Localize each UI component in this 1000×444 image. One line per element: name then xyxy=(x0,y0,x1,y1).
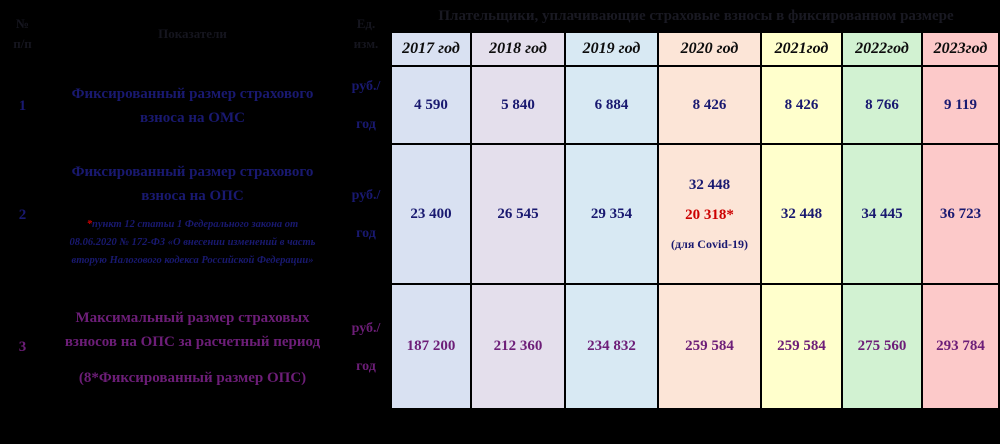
unit-year: год xyxy=(356,226,376,241)
value-cell-oms-2018: 5 840 xyxy=(472,67,566,145)
value-text: 187 200 xyxy=(406,338,456,354)
year-header-2018: 2018 год xyxy=(472,33,566,67)
year-label: 2017 год xyxy=(402,40,460,57)
value-text-covid-note: (для Covid-19) xyxy=(671,236,748,251)
value-cell-oms-2020: 8 426 xyxy=(659,67,762,145)
value-text: 9 119 xyxy=(944,96,977,113)
value-text: 23 400 xyxy=(410,205,452,222)
year-header-2019: 2019 год xyxy=(566,33,659,67)
year-header-2020: 2020 год xyxy=(659,33,762,67)
value-text: 4 590 xyxy=(414,96,448,113)
column-header-unit: Ед. изм. xyxy=(340,0,392,67)
row-label-subtext: (8*Фиксированный размер ОПС) xyxy=(78,369,307,386)
value-cell-ops-2018: 26 545 xyxy=(472,145,566,285)
value-text: 32 448 xyxy=(780,205,823,222)
row-3-label: Максимальный размер страховых взносов на… xyxy=(45,285,340,410)
value-cell-max-2019: 234 832 xyxy=(566,285,659,410)
value-text: 6 884 xyxy=(594,96,629,113)
value-text: 5 840 xyxy=(501,96,535,113)
year-header-2022: 2022год xyxy=(843,33,923,67)
row-number-text: 3 xyxy=(18,339,27,355)
row-number-text: 1 xyxy=(18,97,27,114)
unit-year: год xyxy=(356,117,376,132)
unit-rub: руб./ xyxy=(351,79,381,94)
row-3-unit: руб./ год xyxy=(340,285,392,410)
year-label: 2018 год xyxy=(489,40,547,57)
value-text: 234 832 xyxy=(587,338,636,354)
value-text: 29 354 xyxy=(590,205,633,222)
bottom-filler xyxy=(0,410,1000,444)
value-cell-ops-2023: 36 723 xyxy=(923,145,1000,285)
year-header-2021: 2021год xyxy=(762,33,843,67)
column-header-number-top: № xyxy=(15,16,30,31)
footnote-text: пункт 12 статьи 1 Федерального закона от… xyxy=(69,219,316,266)
value-cell-ops-2022: 34 445 xyxy=(843,145,923,285)
value-text: 36 723 xyxy=(939,205,982,222)
value-cell-max-2017: 187 200 xyxy=(392,285,472,410)
value-text: 212 360 xyxy=(493,338,543,354)
value-text-reduced: 20 318* xyxy=(685,206,734,223)
table-title: Плательщики, уплачивающие страховые взно… xyxy=(392,0,1000,33)
value-cell-ops-2021: 32 448 xyxy=(762,145,843,285)
year-label: 2019 год xyxy=(582,40,641,57)
footnote-asterisk: * xyxy=(86,219,93,231)
row-2-unit: руб./ год xyxy=(340,145,392,285)
value-cell-max-2020: 259 584 xyxy=(659,285,762,410)
value-text: 34 445 xyxy=(861,205,903,222)
value-cell-oms-2021: 8 426 xyxy=(762,67,843,145)
unit-year: год xyxy=(356,358,376,374)
value-cell-oms-2017: 4 590 xyxy=(392,67,472,145)
unit-rub: руб./ xyxy=(351,320,381,336)
value-text: 293 784 xyxy=(936,338,985,354)
column-header-indicators: Показатели xyxy=(45,0,340,67)
value-cell-oms-2023: 9 119 xyxy=(923,67,1000,145)
row-2-number: 2 xyxy=(0,145,45,285)
column-header-indicators-label: Показатели xyxy=(158,25,227,41)
row-2-label: Фиксированный размер страхового взноса н… xyxy=(45,145,340,285)
value-cell-oms-2022: 8 766 xyxy=(843,67,923,145)
row-label-text: Фиксированный размер страхового взноса н… xyxy=(71,86,314,126)
value-cell-ops-2019: 29 354 xyxy=(566,145,659,285)
value-text: 275 560 xyxy=(857,338,907,354)
value-cell-max-2022: 275 560 xyxy=(843,285,923,410)
year-label: 2020 год xyxy=(680,40,739,57)
value-cell-ops-2017: 23 400 xyxy=(392,145,472,285)
value-cell-max-2023: 293 784 xyxy=(923,285,1000,410)
value-text-regular: 32 448 xyxy=(688,176,731,193)
value-cell-ops-2020-covid: 32 448 20 318* (для Covid-19) xyxy=(659,145,762,285)
year-header-2023: 2023год xyxy=(923,33,1000,67)
table-title-text: Плательщики, уплачивающие страховые взно… xyxy=(438,8,954,24)
row-1-number: 1 xyxy=(0,67,45,145)
row-label-text: Максимальный размер страховых взносов на… xyxy=(64,309,321,350)
year-header-2017: 2017 год xyxy=(392,33,472,67)
value-text: 259 584 xyxy=(685,338,734,354)
value-text: 26 545 xyxy=(497,205,539,222)
row-label-text: Фиксированный размер страхового взноса н… xyxy=(71,164,314,205)
column-header-number: № п/п xyxy=(0,0,45,67)
year-label: 2021год xyxy=(774,40,829,57)
row-2-footnote: *пункт 12 статьи 1 Федерального закона о… xyxy=(55,216,330,270)
row-1-unit: руб./ год xyxy=(340,67,392,145)
year-label: 2022год xyxy=(855,40,909,57)
column-header-unit-top: Ед. xyxy=(356,16,376,31)
value-text: 8 766 xyxy=(865,96,899,113)
value-cell-max-2021: 259 584 xyxy=(762,285,843,410)
value-text: 259 584 xyxy=(777,338,826,354)
value-text: 8 426 xyxy=(784,96,819,113)
column-header-unit-bottom: изм. xyxy=(353,35,379,51)
row-3-number: 3 xyxy=(0,285,45,410)
row-1-label: Фиксированный размер страхового взноса н… xyxy=(45,67,340,145)
value-cell-oms-2019: 6 884 xyxy=(566,67,659,145)
unit-rub: руб./ xyxy=(351,188,381,203)
value-cell-max-2018: 212 360 xyxy=(472,285,566,410)
column-header-number-bottom: п/п xyxy=(13,35,32,51)
year-label: 2023год xyxy=(933,40,988,57)
value-text: 8 426 xyxy=(692,96,727,113)
row-number-text: 2 xyxy=(18,206,27,223)
